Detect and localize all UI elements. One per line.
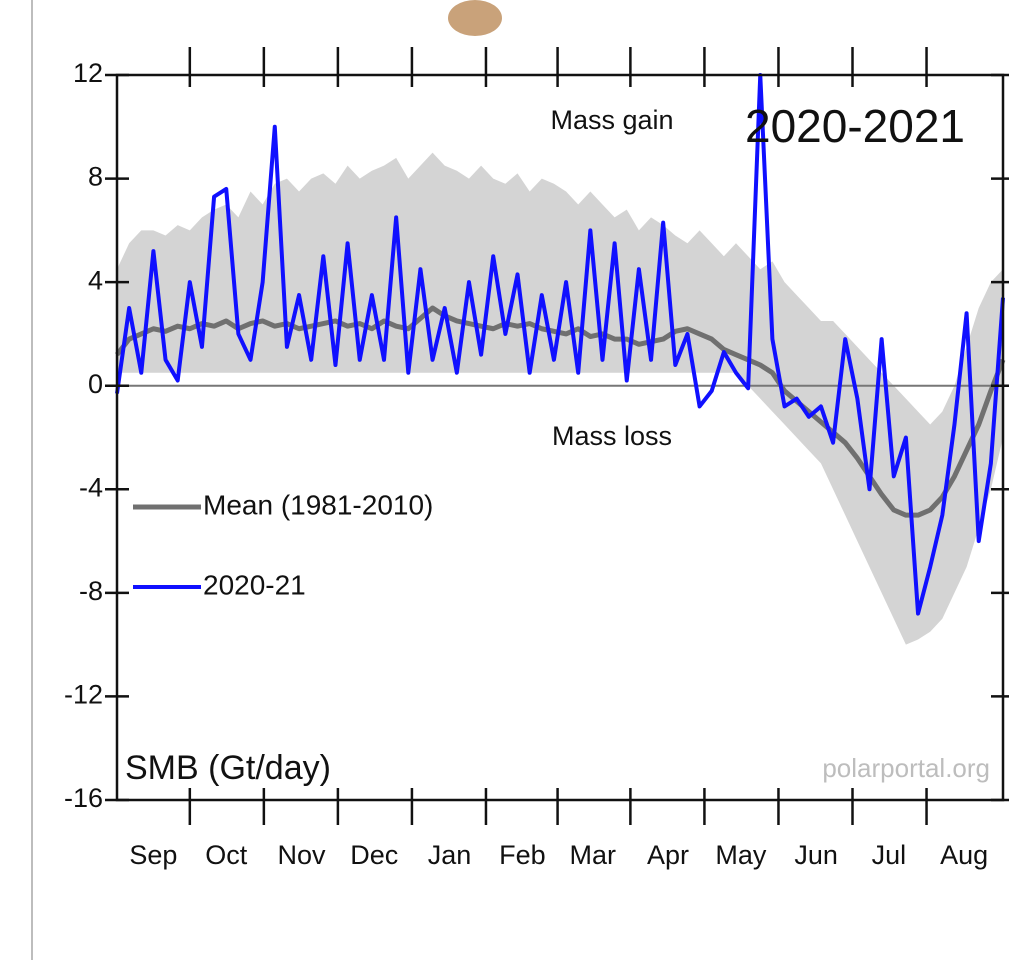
y-tick-label: 0	[88, 369, 103, 399]
range-band	[117, 152, 1003, 645]
y-tick-label: -8	[79, 576, 103, 606]
plot-frame	[115, 73, 1005, 802]
plot	[115, 73, 1006, 645]
x-tick-label: Dec	[350, 840, 398, 870]
x-tick-label: Oct	[205, 840, 248, 870]
x-tick-label: Jan	[428, 840, 472, 870]
series-line	[115, 73, 1005, 616]
y-tick-label: -4	[79, 472, 103, 502]
x-tick-label: Jun	[794, 840, 838, 870]
source-label: polarportal.org	[822, 753, 990, 783]
x-tick-label: Feb	[499, 840, 546, 870]
y-tick-label: 8	[88, 162, 103, 192]
y-tick-label: -12	[64, 680, 103, 710]
y-tick-label: 12	[73, 58, 103, 88]
logo-fragment	[448, 0, 502, 36]
x-tick-label: Nov	[277, 840, 326, 870]
x-tick-label: May	[715, 840, 767, 870]
annotation: Mass gain	[550, 105, 673, 135]
annotation: Mass loss	[552, 421, 672, 451]
legend-label: Mean (1981-2010)	[203, 489, 433, 520]
y-tick-label: -16	[64, 783, 103, 813]
x-tick-label: Sep	[129, 840, 177, 870]
legend-label: 2020-21	[203, 569, 306, 600]
x-tick-label: Mar	[570, 840, 617, 870]
chart-title: 2020-2021	[745, 100, 965, 152]
x-tick-label: Jul	[872, 840, 907, 870]
y-tick-label: 4	[88, 265, 103, 295]
x-tick-label: Aug	[940, 840, 988, 870]
x-tick-label: Apr	[647, 840, 689, 870]
unit-label: SMB (Gt/day)	[125, 749, 331, 787]
